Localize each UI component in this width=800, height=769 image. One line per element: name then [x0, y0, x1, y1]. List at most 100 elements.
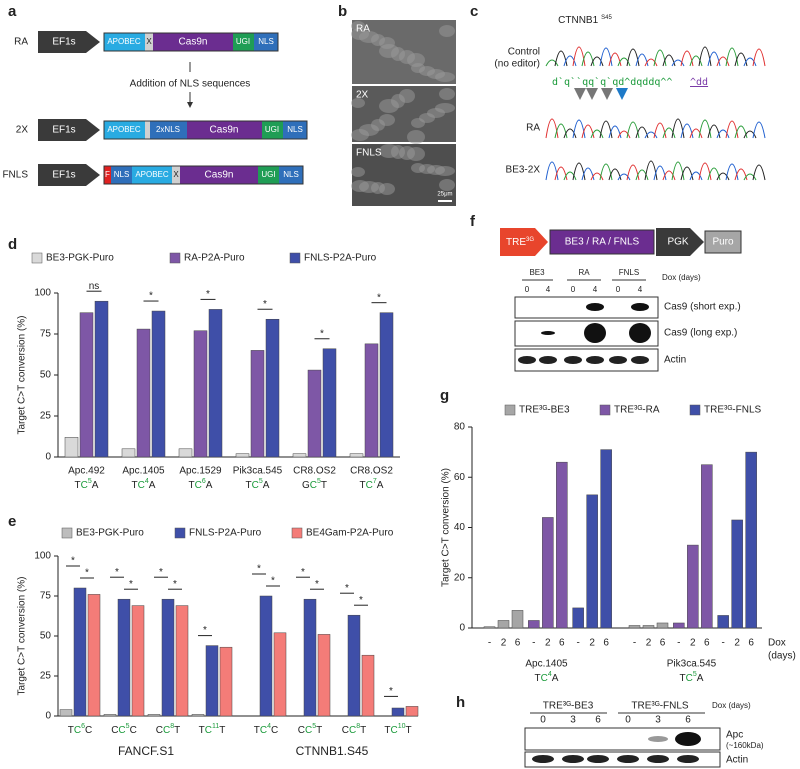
part [258, 166, 279, 184]
bar [147, 714, 161, 717]
context: TC4A [132, 478, 156, 490]
bar [556, 461, 568, 629]
promoter-sup: 3G [526, 237, 534, 243]
context-part: T [680, 673, 686, 684]
legend-label: BE3-PGK-Puro [76, 528, 144, 539]
part [145, 33, 153, 51]
bar [379, 312, 394, 458]
significance-label: * [129, 579, 133, 590]
context-part: T [75, 480, 81, 491]
significance-label: * [320, 328, 324, 339]
line-label: TRE³ᴳ-BE3 [543, 701, 594, 712]
peak [545, 59, 559, 67]
dox-value: 4 [593, 285, 598, 294]
bar [259, 595, 273, 717]
part-label: 2xNLS [156, 125, 180, 134]
image-label: RA [356, 24, 370, 35]
track-note: (no editor) [494, 59, 540, 70]
scale-label: 25μm [437, 192, 452, 198]
row-label: 2X [16, 125, 29, 136]
legend-label: TRE³ᴳ-FNLS [704, 405, 762, 416]
group-label: Pik3ca.545 [667, 659, 717, 670]
band [631, 356, 649, 364]
part [187, 121, 262, 139]
band [648, 736, 668, 742]
panel-letter: g [440, 387, 449, 404]
panel-c: CTNNB1 S45 Control (no editor) RA BE3-2X … [494, 15, 766, 181]
x-tick-label: - [576, 638, 579, 649]
legend-label: TRE³ᴳ-RA [614, 405, 660, 416]
band [677, 755, 699, 763]
dox-value: 3 [655, 715, 661, 726]
context-part: C [349, 725, 356, 736]
band [518, 356, 536, 364]
bar [103, 714, 117, 717]
context-part: A [697, 673, 704, 684]
band [631, 303, 649, 311]
peak [716, 172, 730, 181]
blot-label: (~160kDa) [726, 741, 764, 750]
context-part: C [260, 725, 267, 736]
context-part: 5 [259, 478, 263, 485]
gene: CTNNB1 S45 [558, 15, 612, 26]
legend-label: TRE³ᴳ-BE3 [519, 405, 570, 416]
bar [391, 707, 405, 717]
bar [117, 598, 131, 717]
context-part: C [205, 725, 212, 736]
x-tick-label: 6 [660, 638, 666, 649]
context-part: C [541, 673, 548, 684]
bar [151, 310, 166, 458]
x-tick-label: 2 [589, 638, 595, 649]
significance-label: * [115, 567, 119, 578]
panel-f: TRE3G BE3 / RA / FNLS PGK Puro BE3 RA FN… [500, 228, 742, 372]
cell [439, 179, 455, 191]
context-part: T [316, 725, 322, 736]
peak [545, 118, 559, 139]
dox-label: Dox (days) [662, 273, 701, 282]
significance-label: * [389, 686, 393, 697]
context-part: 6 [202, 478, 206, 485]
context: TC4C [254, 723, 278, 735]
part [180, 166, 258, 184]
significance-label: * [257, 564, 261, 575]
cell [351, 129, 369, 141]
marker [704, 230, 742, 254]
bar [701, 464, 713, 629]
cells [351, 21, 455, 195]
context: TC10T [384, 723, 411, 735]
cell [351, 98, 365, 108]
peak [725, 163, 739, 181]
context-part: T [132, 480, 138, 491]
group-label: FANCF.S1 [118, 744, 174, 758]
peak [617, 57, 631, 67]
legend-swatch [599, 404, 611, 416]
y-tick-label: 0 [45, 711, 51, 722]
peak [635, 169, 649, 181]
context-part: 5 [88, 478, 92, 485]
part-label: X [146, 37, 152, 46]
band [539, 356, 557, 364]
dox-row: 0 3 6 0 3 6 [540, 715, 691, 726]
part [150, 121, 187, 139]
bar [717, 615, 729, 629]
bar [673, 622, 685, 629]
band [562, 755, 584, 763]
x-tick-label: CR8.OS2 [293, 466, 336, 477]
part-label: APOBEC [107, 37, 141, 46]
bar [136, 328, 151, 458]
bar [322, 348, 337, 458]
part-label: UGI [261, 170, 275, 179]
bar [208, 309, 223, 458]
y-tick-label: 25 [40, 411, 52, 422]
part [104, 121, 145, 139]
peak [725, 47, 739, 67]
dox-value: 0 [625, 715, 631, 726]
x-tick-label: 6 [748, 638, 754, 649]
dox-value: 0 [525, 285, 530, 294]
bar [483, 626, 496, 629]
peak [698, 162, 712, 181]
legend-swatch [31, 252, 43, 264]
panel-letter: e [8, 513, 16, 530]
context: CC5T [298, 723, 322, 735]
